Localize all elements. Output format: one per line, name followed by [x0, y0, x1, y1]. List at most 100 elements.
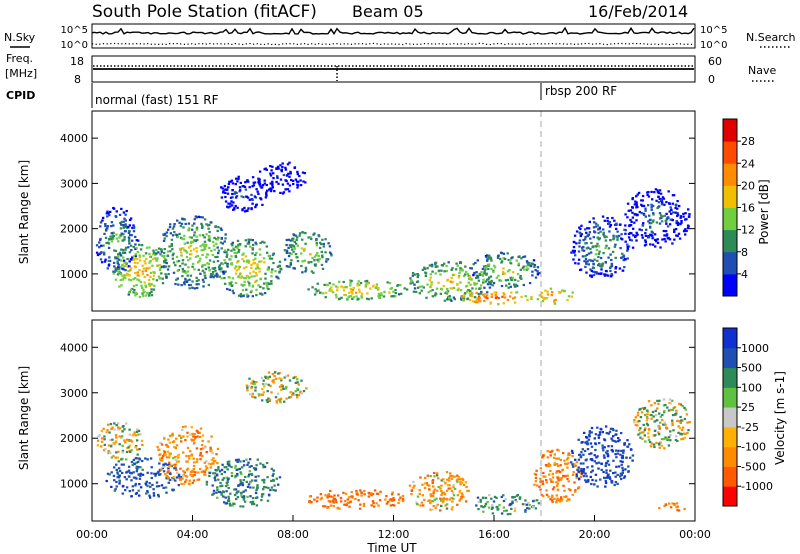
velocity-cell: [164, 473, 167, 476]
power-cell: [678, 237, 682, 240]
power-cell: [242, 252, 245, 255]
power-cell: [183, 269, 186, 273]
velocity-cell: [607, 463, 611, 466]
velocity-cell: [131, 489, 135, 492]
power-cell: [641, 224, 644, 227]
velocity-cell: [429, 508, 432, 511]
velocity-cell: [192, 457, 195, 460]
power-cell: [665, 212, 668, 215]
velocity-cell: [426, 484, 429, 487]
velocity-cell: [177, 484, 180, 487]
velocity-cell: [456, 503, 459, 506]
velocity-cell: [604, 485, 607, 488]
velocity-cell: [373, 505, 376, 508]
power-cell: [440, 288, 444, 291]
power-cell: [349, 295, 353, 298]
velocity-cell: [479, 498, 482, 502]
power-cell: [143, 290, 146, 294]
velocity-cell: [121, 492, 124, 495]
power-cell: [316, 258, 319, 261]
power-cell: [663, 214, 666, 217]
power-cell: [302, 249, 306, 252]
power-cell: [597, 237, 600, 240]
power-cell: [226, 192, 230, 195]
velocity-cell: [537, 502, 541, 505]
power-cell: [315, 254, 318, 257]
power-cell: [492, 281, 496, 285]
power-cell: [239, 189, 242, 192]
power-cell: [620, 256, 623, 259]
power-cell: [150, 283, 153, 286]
power-cell: [118, 285, 121, 288]
power-cell: [550, 291, 554, 294]
power-cell: [621, 238, 624, 241]
power-cell: [304, 232, 307, 235]
power-cell: [216, 255, 219, 258]
power-cell: [214, 255, 217, 259]
velocity-cell: [215, 473, 219, 476]
power-cell: [624, 240, 627, 243]
velocity-cell: [347, 501, 350, 505]
velocity-cell: [643, 434, 646, 437]
velocity-cell: [588, 431, 592, 434]
power-cell: [628, 224, 631, 227]
velocity-cell: [153, 472, 156, 475]
velocity-cell: [640, 411, 644, 414]
velocity-cell: [669, 402, 672, 405]
power-cell: [623, 266, 626, 269]
velocity-cell: [140, 439, 144, 442]
velocity-cell: [687, 429, 690, 432]
velocity-cell: [164, 462, 167, 465]
power-cell: [227, 202, 230, 205]
velocity-cell: [555, 470, 559, 473]
velocity-cell: [115, 485, 118, 488]
colorbar-tick-label: 4: [741, 268, 748, 281]
power-cell: [212, 244, 216, 247]
velocity-cell: [119, 469, 122, 473]
power-cell: [206, 253, 210, 256]
power-cell: [452, 286, 456, 289]
power-cell: [304, 181, 307, 184]
power-cell: [252, 184, 256, 187]
power-cell: [279, 191, 282, 194]
power-cell: [577, 258, 581, 261]
velocity-cell: [116, 471, 119, 474]
velocity-cell: [167, 438, 170, 441]
velocity-cell: [177, 475, 180, 478]
velocity-cell: [566, 477, 569, 481]
power-cell: [152, 288, 156, 291]
power-cell: [480, 290, 483, 293]
power-cell: [119, 227, 123, 230]
power-cell: [123, 217, 126, 220]
velocity-cell: [524, 510, 527, 513]
power-cell: [167, 272, 170, 276]
power-cell: [289, 239, 292, 242]
power-cell: [546, 293, 550, 296]
power-cell: [510, 278, 513, 281]
velocity-cell: [252, 395, 255, 398]
power-cell: [181, 217, 184, 220]
velocity-cell: [126, 470, 129, 473]
power-cell: [197, 279, 200, 282]
power-cell: [289, 170, 292, 173]
power-cell: [530, 295, 533, 299]
velocity-cell: [137, 466, 141, 469]
velocity-cell: [135, 470, 138, 473]
velocity-cell: [131, 485, 134, 488]
power-cell: [629, 224, 633, 227]
velocity-cell: [565, 495, 568, 498]
velocity-cell: [251, 479, 254, 482]
power-cell: [534, 269, 537, 272]
velocity-cell: [389, 498, 392, 501]
velocity-cell: [177, 460, 180, 463]
power-cell: [195, 246, 198, 250]
power-cell: [682, 230, 686, 233]
power-cell: [492, 270, 495, 273]
power-cell: [350, 279, 353, 283]
power-cell: [255, 279, 258, 282]
power-cell: [169, 223, 172, 226]
power-cell: [619, 223, 622, 226]
velocity-cell: [206, 467, 209, 470]
velocity-cell: [251, 503, 254, 506]
power-cell: [231, 244, 234, 247]
